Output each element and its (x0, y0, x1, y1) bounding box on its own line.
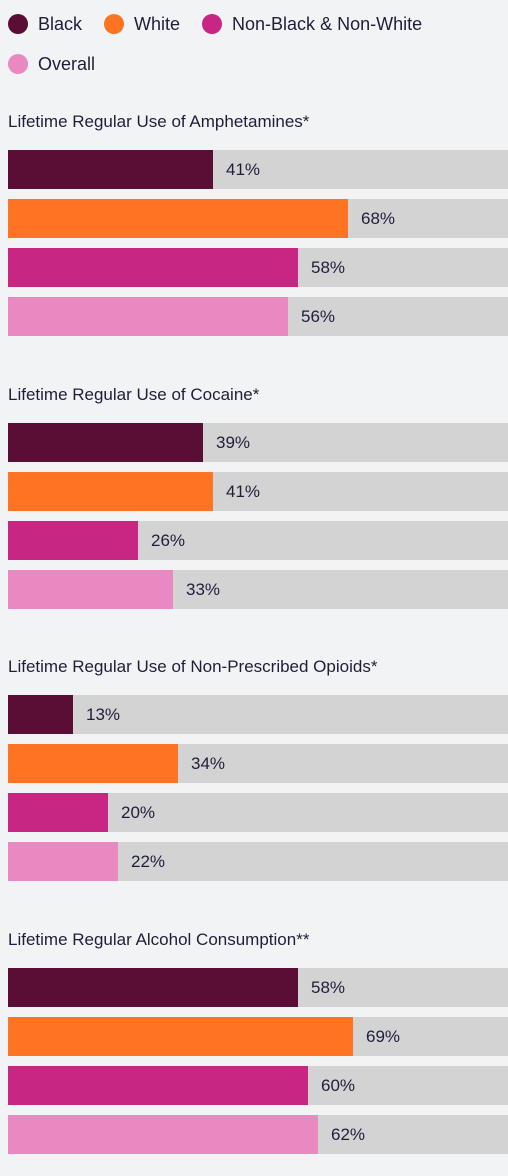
legend-swatch-non-black-non-white (202, 14, 223, 34)
bar-white (8, 472, 213, 511)
legend-label-black: Black (38, 13, 83, 34)
legend-label-non-black-non-white: Non-Black & Non-White (232, 13, 423, 34)
bar-track-black: 39% (8, 423, 508, 462)
legend-swatch-black (8, 14, 28, 34)
bar-track-non-black-non-white: 60% (8, 1066, 508, 1105)
bar-white (8, 744, 178, 783)
bar-overall (8, 1115, 318, 1154)
legend-item-white: White (104, 10, 180, 38)
bar-white (8, 1017, 353, 1056)
data-label-overall: 62% (331, 1125, 366, 1144)
bar-track-non-black-non-white: 58% (8, 248, 508, 287)
chart-legend: Black White Non-Black & Non-White Overal… (8, 10, 504, 78)
data-label-black: 58% (311, 978, 346, 997)
bar-overall (8, 570, 173, 609)
data-label-white: 68% (361, 209, 396, 228)
bar-track-overall: 22% (8, 842, 508, 881)
bar-black (8, 150, 213, 189)
bar-overall (8, 842, 118, 881)
chart-title: Lifetime Regular Use of Amphetamines* (8, 112, 310, 131)
bar-non-black-non-white (8, 1066, 308, 1105)
data-label-white: 69% (366, 1027, 401, 1046)
legend-label-overall: Overall (38, 53, 96, 74)
bar-track-non-black-non-white: 20% (8, 793, 508, 832)
bar-black (8, 423, 203, 462)
chart-title: Lifetime Regular Use of Non-Prescribed O… (8, 657, 378, 676)
data-label-non-black-non-white: 60% (321, 1076, 356, 1095)
bar-non-black-non-white (8, 248, 298, 287)
data-label-white: 41% (226, 482, 261, 501)
bar-track-white: 41% (8, 472, 508, 511)
bar-track-non-black-non-white: 26% (8, 521, 508, 560)
data-label-black: 39% (216, 433, 251, 452)
bar-track-white: 69% (8, 1017, 508, 1056)
legend-swatch-white (104, 14, 125, 34)
bar-black (8, 968, 298, 1007)
bar-track-overall: 33% (8, 570, 508, 609)
bar-non-black-non-white (8, 521, 138, 560)
bar-track-white: 34% (8, 744, 508, 783)
bar-track-overall: 62% (8, 1115, 508, 1154)
data-label-non-black-non-white: 58% (311, 258, 346, 277)
data-label-overall: 56% (301, 307, 336, 326)
chart-title: Lifetime Regular Alcohol Consumption** (8, 930, 310, 949)
chart-title: Lifetime Regular Use of Cocaine* (8, 385, 260, 404)
data-label-overall: 33% (186, 580, 221, 599)
data-label-overall: 22% (131, 852, 166, 871)
bar-white (8, 199, 348, 238)
legend-item-black: Black (8, 10, 82, 38)
data-label-non-black-non-white: 20% (121, 803, 156, 822)
bar-non-black-non-white (8, 793, 108, 832)
legend-label-white: White (134, 13, 181, 34)
data-label-black: 41% (226, 160, 261, 179)
bar-overall (8, 297, 288, 336)
bar-track-black: 41% (8, 150, 508, 189)
bar-black (8, 695, 73, 734)
data-label-black: 13% (86, 705, 121, 724)
legend-item-overall: Overall (8, 50, 95, 78)
bar-track-black: 13% (8, 695, 508, 734)
bar-track-black: 58% (8, 968, 508, 1007)
legend-swatch-overall (8, 54, 28, 74)
legend-item-non-black-non-white: Non-Black & Non-White (202, 10, 422, 38)
data-label-non-black-non-white: 26% (151, 531, 186, 550)
bar-track-overall: 56% (8, 297, 508, 336)
data-label-white: 34% (191, 754, 226, 773)
bar-track-white: 68% (8, 199, 508, 238)
